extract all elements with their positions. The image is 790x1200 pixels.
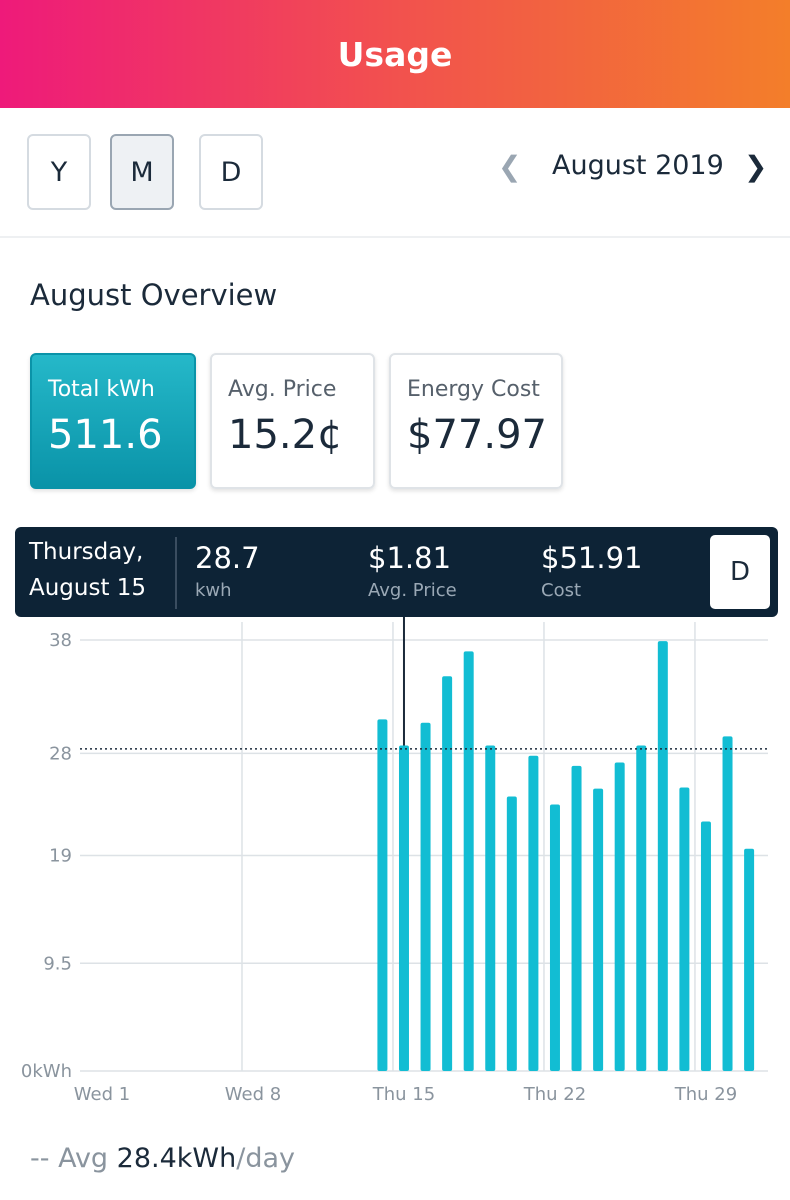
divider (175, 537, 177, 609)
card-value: 511.6 (48, 412, 163, 458)
tooltip: Thursday, August 15 28.7 kwh $1.81 Avg. … (15, 527, 778, 617)
card-label: Energy Cost (407, 377, 540, 402)
card[interactable]: Energy Cost $77.97 (389, 353, 563, 489)
avg-suffix: /day (236, 1143, 295, 1174)
next-arrow[interactable]: ❯ (744, 150, 768, 183)
bar (700, 821, 711, 1071)
bar (744, 848, 755, 1071)
separator (0, 236, 790, 238)
bar (528, 755, 539, 1071)
bar (614, 762, 625, 1071)
bar (506, 796, 517, 1071)
card-label: Total kWh (48, 377, 155, 402)
bar (593, 788, 604, 1071)
header-title: Usage (0, 0, 790, 108)
tooltip-label: kwh (195, 580, 232, 601)
bar (485, 745, 496, 1071)
footer: -- Avg 28.4kWh/day (30, 1143, 295, 1174)
period-button[interactable]: D (199, 134, 263, 210)
y-tick-label: 9.5 (43, 953, 72, 974)
x-tick-label: Thu 22 (523, 1084, 586, 1105)
y-tick-label: 38 (49, 630, 72, 651)
bar (571, 765, 582, 1071)
tooltip-label: Cost (541, 580, 582, 601)
bar (679, 787, 690, 1071)
tooltip-label: Avg. Price (368, 580, 457, 601)
y-tick-label: 19 (49, 846, 72, 867)
tooltip-date: August 15 (29, 575, 147, 601)
tooltip-button[interactable]: D (710, 535, 770, 609)
bar (722, 736, 733, 1071)
period-label: August 2019 (552, 150, 724, 181)
tooltip-date: Thursday, (29, 539, 144, 565)
overview-title: August Overview (30, 278, 278, 312)
x-tick-label: Thu 29 (674, 1084, 737, 1105)
tooltip-kwh: 28.7 (195, 541, 260, 575)
tooltip-price: $1.81 (368, 541, 452, 575)
x-tick-label: Wed 8 (225, 1084, 281, 1105)
x-tick-label: Wed 1 (74, 1084, 130, 1105)
avg-value: 28.4kWh (116, 1143, 237, 1174)
tooltip-cost: $51.91 (541, 541, 643, 575)
period-button[interactable]: Y (27, 134, 91, 210)
bar (377, 719, 388, 1071)
bar (442, 676, 453, 1071)
bar (636, 745, 647, 1071)
bar (657, 641, 668, 1071)
y-tick-label: 28 (49, 743, 72, 764)
card-label: Avg. Price (228, 377, 337, 402)
card-value: 15.2¢ (228, 412, 343, 458)
prev-arrow[interactable]: ❮ (498, 150, 522, 183)
card[interactable]: Total kWh 511.6 (30, 353, 196, 489)
card[interactable]: Avg. Price 15.2¢ (210, 353, 375, 489)
avg-prefix: -- Avg (30, 1143, 109, 1174)
bar (463, 651, 474, 1071)
x-tick-label: Thu 15 (372, 1084, 435, 1105)
bar (398, 745, 409, 1071)
y-tick-label: 0kWh (21, 1061, 72, 1082)
bar (549, 804, 560, 1071)
bar (420, 722, 431, 1071)
card-value: $77.97 (407, 412, 547, 458)
period-button[interactable]: M (110, 134, 174, 210)
